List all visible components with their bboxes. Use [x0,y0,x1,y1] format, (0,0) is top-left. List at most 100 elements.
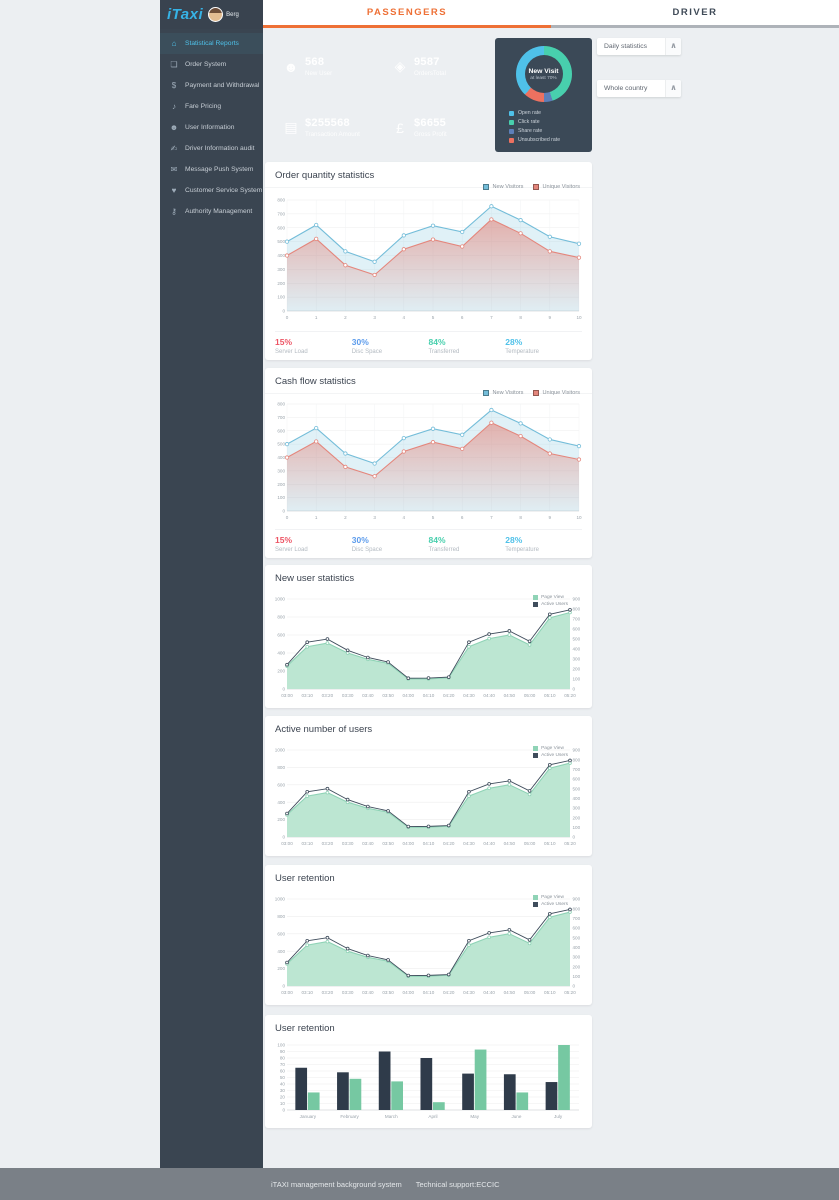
legend-swatch [509,137,514,143]
new-visit-card: New Visit at least 70% Open rate Click r… [495,38,592,152]
svg-text:8: 8 [519,315,522,320]
filter-dropdown[interactable]: Daily statistics ∧ [597,38,681,55]
svg-text:0: 0 [573,835,576,840]
stat-card-text: 9587 OrdersTotal [414,56,446,78]
sidebar-item-label: Order System [185,61,227,68]
svg-text:04:50: 04:50 [504,693,516,698]
svg-text:10: 10 [280,1101,286,1106]
sidebar-item-icon: $ [171,81,177,90]
tab[interactable]: PASSENGERS [263,0,551,28]
line-chart: 0 100 200 300 400 500 600 700 800 0 1 2 3 4 5 6 7 8 9 10 [271,196,586,322]
chart-svg: 0 200 400 600 800 1000 0 100 200 300 400 500 600 700 8… [275,597,581,698]
chart-legend: Page View Active Users [533,595,568,607]
sidebar-item[interactable]: ⚷ Authority Management [160,201,263,222]
svg-text:03:30: 03:30 [342,693,354,698]
sidebar-item[interactable]: ✉ Message Push System [160,159,263,180]
legend-item[interactable]: Active Users [533,902,568,907]
legend-label: Active Users [541,602,568,607]
brand: iTaxi Berg [160,0,263,29]
svg-text:700: 700 [277,415,285,420]
stat-card-icon: ☻ [283,58,299,75]
legend-item[interactable]: New Visitors [483,390,523,396]
svg-text:800: 800 [573,757,581,762]
svg-text:20: 20 [280,1095,286,1100]
legend-item[interactable]: Unique Visitors [533,390,580,396]
tab[interactable]: DRIVER [551,0,839,28]
legend-item[interactable]: Active Users [533,602,568,607]
legend-swatch [509,119,514,125]
svg-text:40: 40 [280,1082,286,1087]
card-title: Cash flow statistics [265,368,592,394]
svg-text:5: 5 [432,515,435,520]
svg-text:200: 200 [277,669,285,674]
legend-item[interactable]: Active Users [533,753,568,758]
svg-text:200: 200 [277,482,285,487]
stat-cards: ☻ 568 New User ◈ 9587 OrdersTotal ▤ $255… [271,40,483,154]
svg-text:500: 500 [277,442,285,447]
svg-text:04:00: 04:00 [403,841,415,846]
svg-text:2: 2 [344,315,347,320]
legend-item[interactable]: New Visitors [483,184,523,190]
stat-item: 30% Disc Space [352,535,429,553]
chevron-up-icon[interactable]: ∧ [665,38,681,55]
sidebar-item[interactable]: ❏ Order System [160,54,263,75]
sidebar-item-label: Authority Management [185,208,253,215]
stat-item: 84% Transferred [429,535,506,553]
legend-item[interactable]: Page View [533,746,568,751]
sidebar-item-icon: ⌂ [171,39,177,48]
stat-value: 30% [351,337,369,347]
donut-legend: Open rate Click rate Share rate Unsubscr… [509,110,592,143]
svg-text:5: 5 [432,315,435,320]
stat-item: 84% Transferred [429,337,506,355]
svg-text:04:00: 04:00 [403,693,415,698]
svg-text:4: 4 [403,315,406,320]
sidebar-item[interactable]: ☻ User Information [160,117,263,138]
chevron-up-icon[interactable]: ∧ [665,80,681,97]
legend-swatch [533,595,539,600]
svg-text:200: 200 [277,966,285,971]
filter-dropdown[interactable]: Whole country ∧ [597,80,681,97]
svg-text:0: 0 [286,315,289,320]
svg-text:700: 700 [573,916,581,921]
svg-text:300: 300 [573,955,581,960]
svg-text:100: 100 [277,1043,285,1048]
chart-svg: 0 200 400 600 800 1000 0 100 200 300 400 500 600 700 8… [275,897,581,995]
stat-value: $255568 [305,116,350,129]
legend-item[interactable]: Page View [533,595,568,600]
svg-text:04:50: 04:50 [504,841,516,846]
svg-text:05:00: 05:00 [524,841,536,846]
svg-text:03:30: 03:30 [342,841,354,846]
svg-text:800: 800 [277,914,285,919]
donut-title: New Visit [528,67,559,75]
stat-card: £ $6655 Gross Profit [380,101,480,154]
svg-text:700: 700 [573,767,581,772]
svg-text:May: May [470,1114,479,1119]
svg-text:04:50: 04:50 [504,990,516,995]
svg-text:200: 200 [277,281,285,286]
legend-item[interactable]: Unique Visitors [533,184,580,190]
legend-label: Page View [541,595,564,600]
sidebar-item[interactable]: ♪ Fare Pricing [160,96,263,117]
svg-text:April: April [428,1114,437,1119]
sidebar-item[interactable]: $ Payment and Withdrawal [160,75,263,96]
chart-svg: 0 200 400 600 800 1000 0 100 200 300 400 500 600 700 8… [275,748,581,846]
svg-text:03:20: 03:20 [322,990,334,995]
stat-card-text: $255568 Transaction Amount [305,117,360,139]
svg-text:200: 200 [573,815,581,820]
chart-legend: New Visitors Unique Visitors [483,184,580,190]
svg-text:0: 0 [282,309,285,314]
stat-label: Transferred [428,547,460,553]
svg-text:50: 50 [280,1075,286,1080]
sidebar-item[interactable]: ⌂ Statistical Reports [160,33,263,54]
avatar[interactable] [208,7,224,22]
sidebar-item[interactable]: ✍ Driver Information audit [160,138,263,159]
svg-text:03:30: 03:30 [342,990,354,995]
legend-label: Click rate [518,119,540,125]
chart-svg: 0 100 200 300 400 500 600 700 800 0 1 2 3 4 5 6 7 8 9 10 [277,402,582,520]
sidebar-item[interactable]: ♥ Customer Service System [160,180,263,201]
legend-label: Unique Visitors [542,184,580,190]
svg-text:04:20: 04:20 [443,693,455,698]
legend-item[interactable]: Page View [533,895,568,900]
svg-text:300: 300 [573,657,581,662]
svg-text:03:40: 03:40 [362,693,374,698]
